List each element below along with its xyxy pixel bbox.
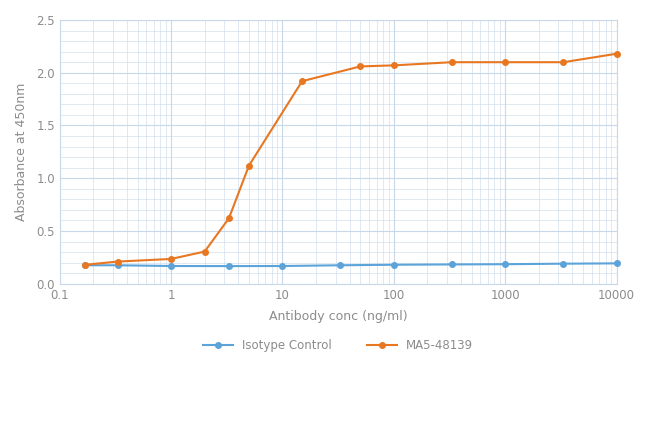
Y-axis label: Absorbance at 450nm: Absorbance at 450nm [15,83,28,221]
Legend: Isotype Control, MA5-48139: Isotype Control, MA5-48139 [198,334,478,357]
X-axis label: Antibody conc (ng/ml): Antibody conc (ng/ml) [269,310,408,323]
